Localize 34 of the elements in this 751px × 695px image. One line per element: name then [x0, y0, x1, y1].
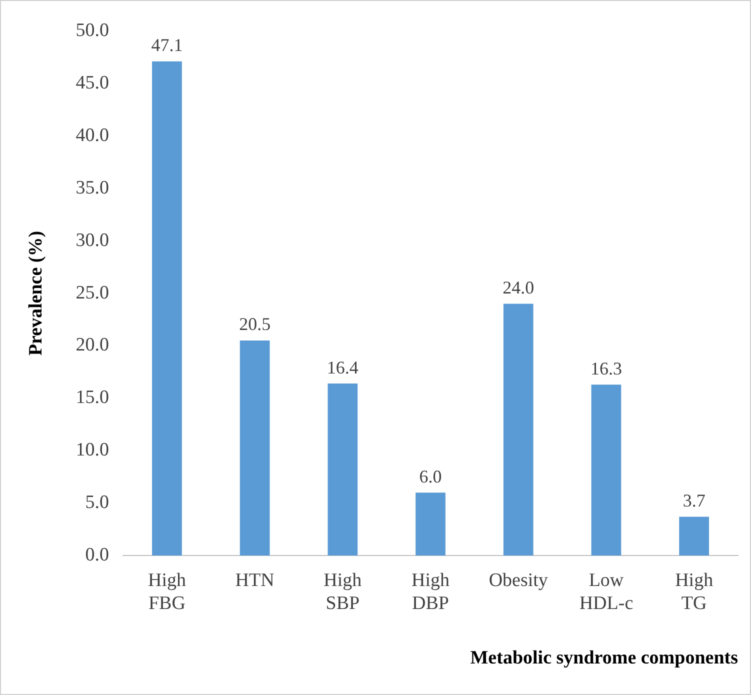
y-tick-label: 45.0: [76, 72, 110, 94]
data-label: 3.7: [682, 490, 706, 511]
bar: [240, 340, 270, 556]
y-tick-label: 50.0: [76, 20, 110, 41]
x-axis-title: Metabolic syndrome components: [470, 648, 738, 669]
x-tick-label: Obesity: [488, 570, 548, 591]
x-tick-label: HTN: [235, 570, 275, 591]
bar: [152, 61, 182, 556]
x-tick-label: High FBG: [148, 570, 186, 614]
y-tick-label: 30.0: [76, 230, 110, 251]
data-label: 6.0: [419, 466, 442, 486]
data-label: 16.4: [326, 357, 358, 378]
data-label: 24.0: [502, 278, 534, 298]
y-axis-title: Prevalence (%): [25, 230, 46, 356]
y-tick-label: 40.0: [76, 124, 110, 146]
bar: [328, 384, 358, 556]
y-tick-label: 15.0: [76, 387, 110, 408]
x-tick-label: High TG: [675, 570, 714, 614]
x-tick-label: High DBP: [412, 570, 450, 614]
bar: [591, 384, 622, 556]
y-tick-label: 0.0: [85, 544, 110, 566]
data-label: 16.3: [590, 358, 622, 378]
bar: [679, 516, 710, 556]
y-tick-label: 20.0: [76, 334, 110, 356]
bar: [503, 304, 534, 556]
y-tick-label: 25.0: [76, 282, 110, 304]
bar: [416, 492, 446, 556]
data-label: 20.5: [239, 314, 271, 334]
data-label: 47.1: [151, 35, 183, 56]
x-tick-label: Low HDL-c: [579, 570, 634, 614]
y-tick-label: 5.0: [85, 492, 110, 514]
y-tick-label: 10.0: [76, 440, 110, 461]
x-tick-label: High SBP: [324, 570, 362, 614]
y-tick-label: 35.0: [76, 177, 110, 198]
